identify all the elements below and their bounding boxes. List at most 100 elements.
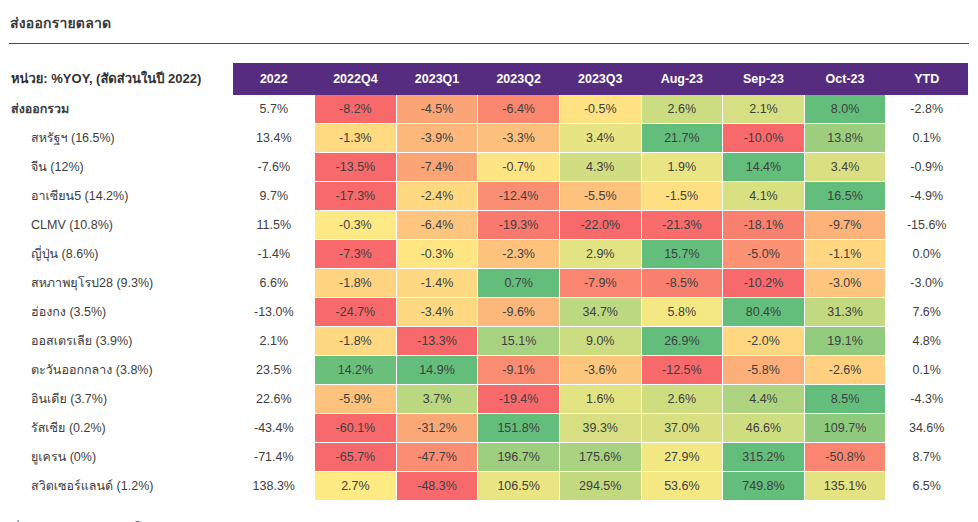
value-cell: -1.8% (315, 327, 397, 356)
value-cell: 23.5% (233, 356, 315, 385)
value-cell: 196.7% (478, 443, 560, 472)
value-cell: 8.5% (804, 385, 886, 414)
row-label: CLMV (10.8%) (9, 211, 233, 240)
value-cell: 138.3% (233, 472, 315, 501)
value-cell: -47.7% (396, 443, 478, 472)
value-cell: 8.7% (886, 443, 968, 472)
row-label: ออสเตรเลีย (3.9%) (9, 327, 233, 356)
table-row: ส่งออกรวม5.7%-8.2%-4.5%-6.4%-0.5%2.6%2.1… (9, 95, 968, 124)
table-row: ยูเครน (0%)-71.4%-65.7%-47.7%196.7%175.6… (9, 443, 968, 472)
value-cell: -21.3% (641, 211, 723, 240)
value-cell: 315.2% (723, 443, 805, 472)
source-note: ที่มา : การวิเคราะห์โดย SCB EIC จากข้อมู… (9, 501, 969, 522)
table-row: อาเซียน5 (14.2%)9.7%-17.3%-2.4%-12.4%-5.… (9, 182, 968, 211)
value-cell: 37.0% (641, 414, 723, 443)
table-row: สวิตเซอร์แลนด์ (1.2%)138.3%2.7%-48.3%106… (9, 472, 968, 501)
value-cell: 1.6% (559, 385, 641, 414)
value-cell: 14.2% (315, 356, 397, 385)
value-cell: -50.8% (804, 443, 886, 472)
value-cell: 135.1% (804, 472, 886, 501)
value-cell: 8.0% (804, 95, 886, 124)
value-cell: -12.5% (641, 356, 723, 385)
value-cell: -24.7% (315, 298, 397, 327)
value-cell: -2.6% (804, 356, 886, 385)
value-cell: 4.1% (723, 182, 805, 211)
column-header-2023q2: 2023Q2 (478, 64, 560, 95)
table-row: รัสเซีย (0.2%)-43.4%-60.1%-31.2%151.8%39… (9, 414, 968, 443)
value-cell: -3.0% (804, 269, 886, 298)
row-label: รัสเซีย (0.2%) (9, 414, 233, 443)
value-cell: -0.7% (478, 153, 560, 182)
value-cell: 749.8% (723, 472, 805, 501)
value-cell: -2.0% (723, 327, 805, 356)
value-cell: -3.3% (478, 124, 560, 153)
value-cell: 5.7% (233, 95, 315, 124)
value-cell: -22.0% (559, 211, 641, 240)
table-row: ออสเตรเลีย (3.9%)2.1%-1.8%-13.3%15.1%9.0… (9, 327, 968, 356)
value-cell: -5.8% (723, 356, 805, 385)
value-cell: -1.8% (315, 269, 397, 298)
report-panel: ส่งออกรายตลาด หน่วย: %YOY, (สัดส่วนในปี … (0, 0, 978, 522)
value-cell: 175.6% (559, 443, 641, 472)
value-cell: 22.6% (233, 385, 315, 414)
value-cell: 4.8% (886, 327, 968, 356)
value-cell: 151.8% (478, 414, 560, 443)
value-cell: 15.7% (641, 240, 723, 269)
value-cell: -7.4% (396, 153, 478, 182)
value-cell: 2.6% (641, 95, 723, 124)
value-cell: 9.0% (559, 327, 641, 356)
value-cell: -10.0% (723, 124, 805, 153)
value-cell: -60.1% (315, 414, 397, 443)
value-cell: 34.6% (886, 414, 968, 443)
value-cell: 80.4% (723, 298, 805, 327)
column-header-2023q1: 2023Q1 (396, 64, 478, 95)
value-cell: 26.9% (641, 327, 723, 356)
row-label: สวิตเซอร์แลนด์ (1.2%) (9, 472, 233, 501)
value-cell: -1.5% (641, 182, 723, 211)
value-cell: -5.0% (723, 240, 805, 269)
value-cell: 34.7% (559, 298, 641, 327)
value-cell: -71.4% (233, 443, 315, 472)
value-cell: -4.3% (886, 385, 968, 414)
value-cell: 2.9% (559, 240, 641, 269)
value-cell: 3.4% (804, 153, 886, 182)
value-cell: 14.9% (396, 356, 478, 385)
value-cell: -1.4% (396, 269, 478, 298)
value-cell: -8.5% (641, 269, 723, 298)
value-cell: -7.9% (559, 269, 641, 298)
value-cell: 109.7% (804, 414, 886, 443)
value-cell: 2.1% (233, 327, 315, 356)
value-cell: 4.4% (723, 385, 805, 414)
value-cell: -9.6% (478, 298, 560, 327)
value-cell: -4.9% (886, 182, 968, 211)
value-cell: 16.5% (804, 182, 886, 211)
value-cell: -48.3% (396, 472, 478, 501)
unit-label: หน่วย: %YOY, (สัดส่วนในปี 2022) (9, 64, 233, 95)
table-row: จีน (12%)-7.6%-13.5%-7.4%-0.7%4.3%1.9%14… (9, 153, 968, 182)
column-header-oct-23: Oct-23 (804, 64, 886, 95)
column-header-2023q3: 2023Q3 (559, 64, 641, 95)
value-cell: -0.3% (396, 240, 478, 269)
value-cell: -13.3% (396, 327, 478, 356)
value-cell: 13.4% (233, 124, 315, 153)
column-header-2022: 2022 (233, 64, 315, 95)
value-cell: -18.1% (723, 211, 805, 240)
value-cell: -9.7% (804, 211, 886, 240)
value-cell: -2.8% (886, 95, 968, 124)
table-row: ญี่ปุ่น (8.6%)-1.4%-7.3%-0.3%-2.3%2.9%15… (9, 240, 968, 269)
row-label: ยูเครน (0%) (9, 443, 233, 472)
value-cell: -5.9% (315, 385, 397, 414)
value-cell: 2.1% (723, 95, 805, 124)
value-cell: -9.1% (478, 356, 560, 385)
value-cell: 0.1% (886, 124, 968, 153)
heatmap-table: หน่วย: %YOY, (สัดส่วนในปี 2022)20222022Q… (9, 63, 968, 501)
row-label: อาเซียน5 (14.2%) (9, 182, 233, 211)
value-cell: -6.4% (396, 211, 478, 240)
value-cell: -0.5% (559, 95, 641, 124)
value-cell: -0.9% (886, 153, 968, 182)
value-cell: 4.3% (559, 153, 641, 182)
column-header-2022q4: 2022Q4 (315, 64, 397, 95)
table-row: ฮ่องกง (3.5%)-13.0%-24.7%-3.4%-9.6%34.7%… (9, 298, 968, 327)
value-cell: 2.7% (315, 472, 397, 501)
column-header-aug-23: Aug-23 (641, 64, 723, 95)
